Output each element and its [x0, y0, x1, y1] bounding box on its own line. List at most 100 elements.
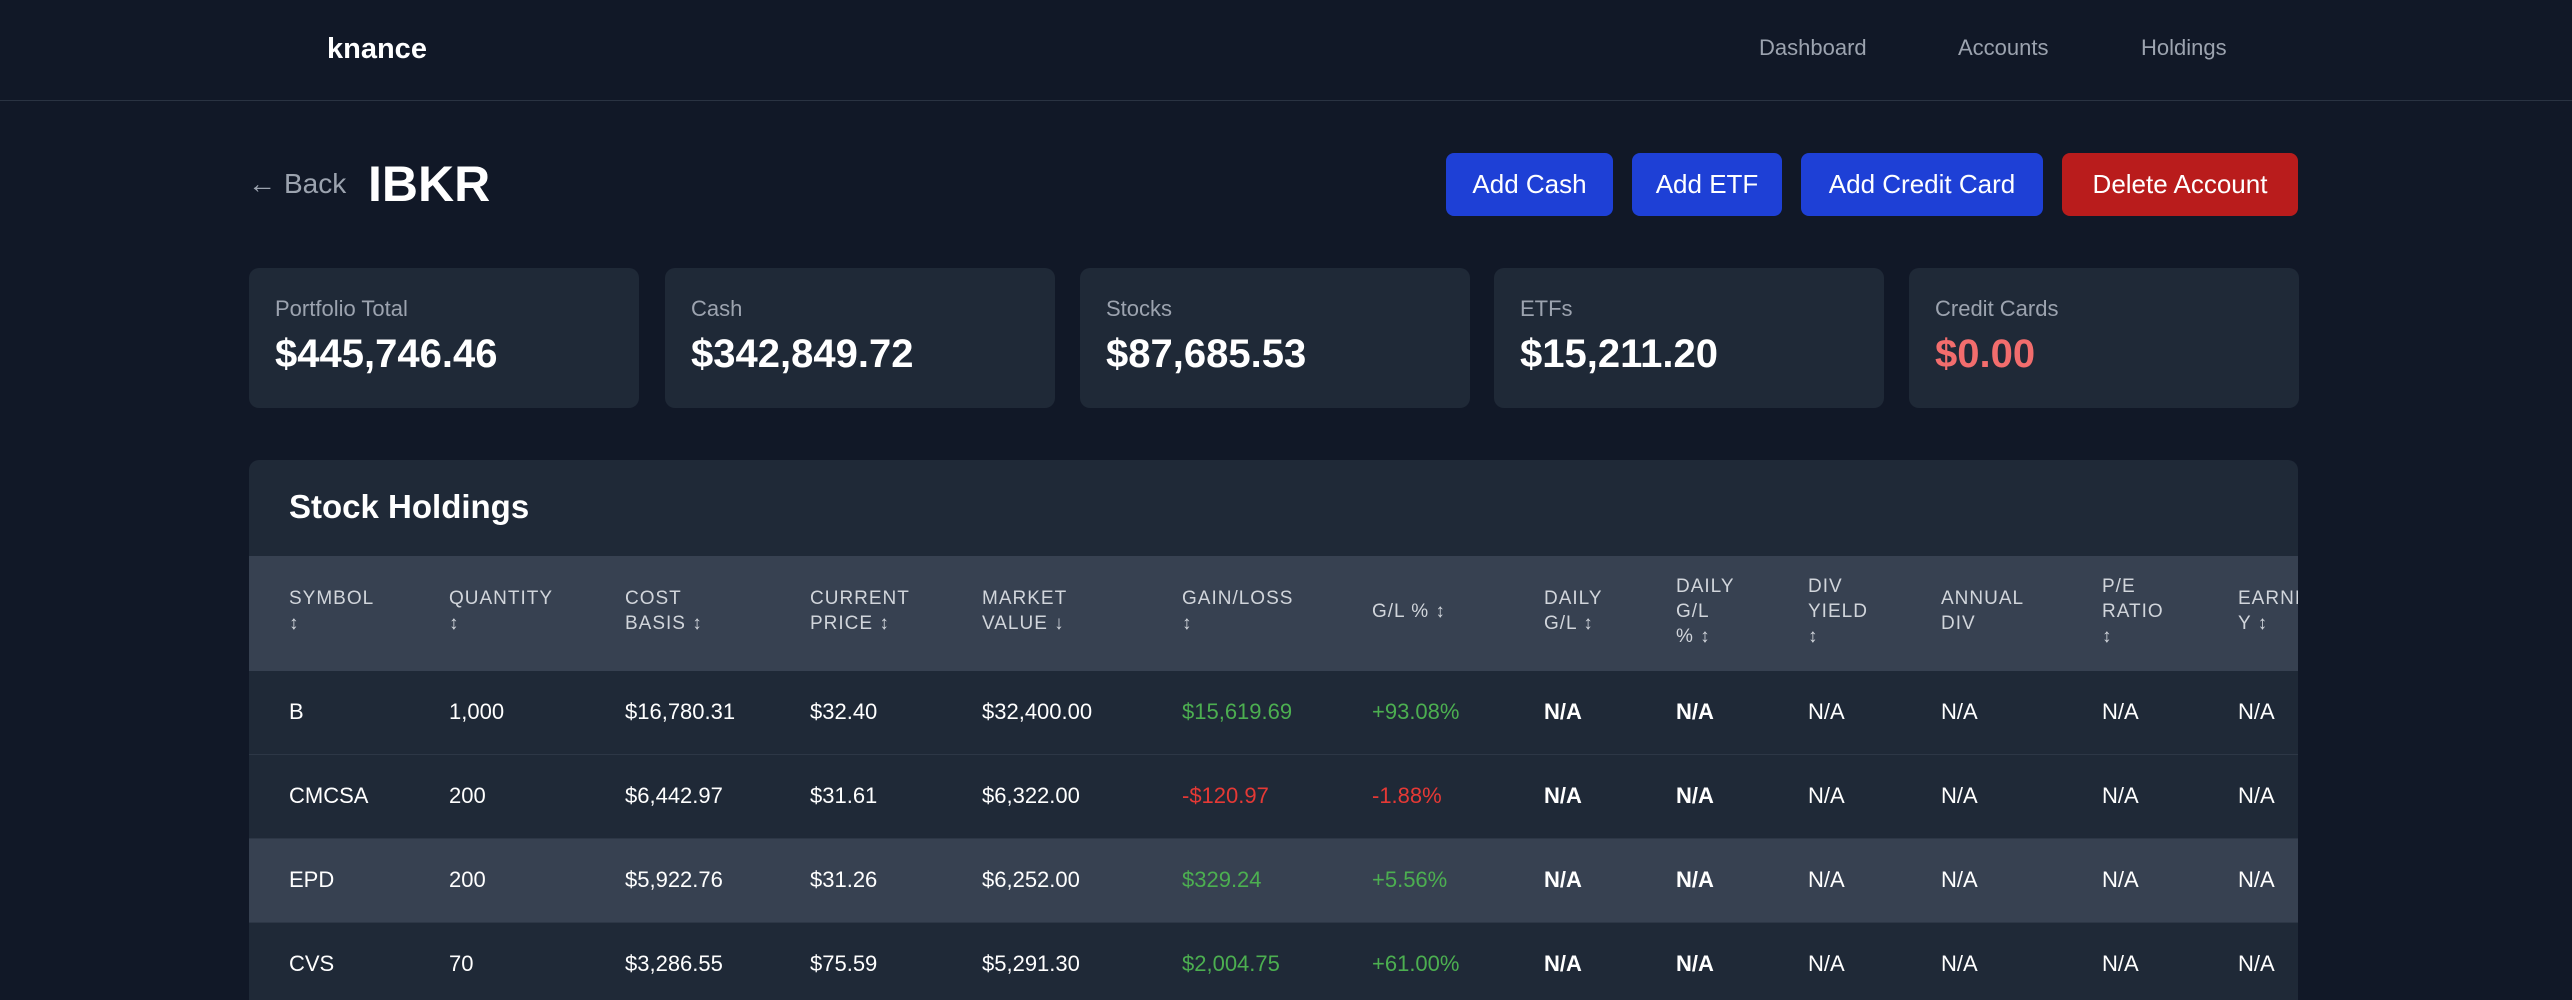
cell-market-value: $32,400.00	[982, 699, 1093, 724]
column-header-annual-div[interactable]: ANNUAL DIV	[1941, 588, 2025, 634]
table-row[interactable]: CVS 70 $3,286.55 $75.59 $5,291.30 $2,004…	[249, 923, 2298, 1000]
cell-symbol: EPD	[289, 867, 335, 892]
nav-link-accounts[interactable]: Accounts	[1958, 35, 2049, 60]
page-title: IBKR	[368, 156, 491, 212]
cell-pe-ratio: N/A	[2102, 951, 2139, 976]
cell-daily-gl-pct: N/A	[1676, 867, 1714, 892]
column-header-symbol[interactable]: SYMBOL ↕	[289, 588, 375, 634]
back-arrow-icon: ←	[248, 168, 276, 199]
cell-current-price: $75.59	[810, 951, 878, 976]
cell-current-price: $31.61	[810, 783, 878, 808]
column-header-quantity[interactable]: QUANTITY ↕	[449, 588, 554, 634]
card-label: Stocks	[1106, 296, 1173, 321]
cell-daily-gl: N/A	[1544, 867, 1582, 892]
cell-market-value: $6,322.00	[982, 783, 1080, 808]
column-header-earnings[interactable]: EARNI Y ↕	[2238, 588, 2298, 634]
cell-daily-gl: N/A	[1544, 951, 1582, 976]
cell-market-value: $6,252.00	[982, 867, 1080, 892]
column-header-cost-basis[interactable]: COST BASIS ↕	[625, 588, 703, 634]
column-header-gl-pct[interactable]: G/L % ↕	[1372, 601, 1446, 622]
cell-symbol: B	[289, 699, 304, 724]
cell-earnings: N/A	[2238, 783, 2275, 808]
cell-gl-pct: -1.88%	[1372, 783, 1442, 808]
back-label: Back	[284, 168, 347, 199]
cell-earnings: N/A	[2238, 867, 2275, 892]
cell-quantity: 200	[449, 783, 486, 808]
card-label: Portfolio Total	[275, 296, 408, 321]
cell-gain-loss: $15,619.69	[1182, 699, 1293, 724]
column-header-gain-loss[interactable]: GAIN/LOSS ↕	[1182, 588, 1294, 634]
cell-annual-div: N/A	[1941, 783, 1978, 808]
card-value: $87,685.53	[1106, 332, 1307, 376]
back-link[interactable]: ← Back	[248, 168, 346, 200]
card-value: $342,849.72	[691, 332, 914, 376]
cell-pe-ratio: N/A	[2102, 699, 2139, 724]
cell-div-yield: N/A	[1808, 867, 1845, 892]
cell-market-value: $5,291.30	[982, 951, 1080, 976]
cell-gl-pct: +93.08%	[1372, 699, 1460, 724]
cell-gain-loss: $329.24	[1182, 867, 1262, 892]
nav-link-dashboard[interactable]: Dashboard	[1759, 35, 1867, 60]
stock-holdings-panel: Stock Holdings SYMBOL ↕ QUANTITY ↕ COST …	[249, 460, 2298, 1000]
cell-gl-pct: +5.56%	[1372, 867, 1448, 892]
cell-cost-basis: $6,442.97	[625, 783, 723, 808]
cell-cost-basis: $5,922.76	[625, 867, 723, 892]
card-label: ETFs	[1520, 296, 1573, 321]
summary-card-credit-cards: Credit Cards $0.00	[1909, 268, 2299, 408]
cell-annual-div: N/A	[1941, 951, 1978, 976]
cell-daily-gl-pct: N/A	[1676, 699, 1714, 724]
nav-link-holdings[interactable]: Holdings	[2141, 35, 2227, 60]
cell-quantity: 70	[449, 951, 474, 976]
cell-quantity: 200	[449, 867, 486, 892]
delete-account-button[interactable]: Delete Account	[2062, 153, 2298, 216]
column-header-daily-gl-pct[interactable]: DAILY G/L % ↕	[1676, 576, 1735, 647]
column-header-daily-gl[interactable]: DAILY G/L ↕	[1544, 588, 1603, 634]
page-header: ← Back IBKR Add Cash Add ETF Add Credit C…	[0, 150, 2572, 220]
cell-earnings: N/A	[2238, 951, 2275, 976]
top-navbar: knance Dashboard Accounts Holdings	[0, 0, 2572, 101]
column-header-pe-ratio[interactable]: P/E RATIO ↕	[2102, 576, 2164, 647]
brand-logo[interactable]: knance	[327, 33, 427, 65]
cell-current-price: $32.40	[810, 699, 878, 724]
summary-card-etfs: ETFs $15,211.20	[1494, 268, 1884, 408]
summary-card-portfolio-total: Portfolio Total $445,746.46	[249, 268, 639, 408]
cell-daily-gl-pct: N/A	[1676, 783, 1714, 808]
card-label: Credit Cards	[1935, 296, 2059, 321]
cell-cost-basis: $16,780.31	[625, 699, 736, 724]
card-value: $0.00	[1935, 332, 2036, 376]
table-row[interactable]: B 1,000 $16,780.31 $32.40 $32,400.00 $15…	[249, 671, 2298, 755]
card-value: $445,746.46	[275, 332, 498, 376]
cell-daily-gl: N/A	[1544, 783, 1582, 808]
cell-symbol: CMCSA	[289, 783, 369, 808]
cell-pe-ratio: N/A	[2102, 783, 2139, 808]
cell-div-yield: N/A	[1808, 699, 1845, 724]
card-label: Cash	[691, 296, 743, 321]
summary-card-stocks: Stocks $87,685.53	[1080, 268, 1470, 408]
table-row[interactable]: CMCSA 200 $6,442.97 $31.61 $6,322.00 -$1…	[249, 755, 2298, 839]
cell-earnings: N/A	[2238, 699, 2275, 724]
cell-annual-div: N/A	[1941, 867, 1978, 892]
cell-div-yield: N/A	[1808, 783, 1845, 808]
column-header-div-yield[interactable]: DIV YIELD ↕	[1808, 576, 1868, 647]
cell-symbol: CVS	[289, 951, 335, 976]
cell-current-price: $31.26	[810, 867, 878, 892]
add-cash-button[interactable]: Add Cash	[1446, 153, 1613, 216]
cell-div-yield: N/A	[1808, 951, 1845, 976]
cell-pe-ratio: N/A	[2102, 867, 2139, 892]
add-credit-card-button[interactable]: Add Credit Card	[1801, 153, 2043, 216]
cell-cost-basis: $3,286.55	[625, 951, 723, 976]
column-header-current-price[interactable]: CURRENT PRICE ↕	[810, 588, 910, 634]
column-header-market-value[interactable]: MARKET VALUE ↓	[982, 588, 1068, 634]
summary-card-cash: Cash $342,849.72	[665, 268, 1055, 408]
section-title: Stock Holdings	[289, 488, 530, 525]
table-row[interactable]: EPD 200 $5,922.76 $31.26 $6,252.00 $329.…	[249, 839, 2298, 923]
cell-quantity: 1,000	[449, 699, 505, 724]
cell-daily-gl: N/A	[1544, 699, 1582, 724]
cell-annual-div: N/A	[1941, 699, 1978, 724]
cell-gain-loss: $2,004.75	[1182, 951, 1280, 976]
card-value: $15,211.20	[1520, 332, 1718, 376]
cell-gain-loss: -$120.97	[1182, 783, 1269, 808]
cell-gl-pct: +61.00%	[1372, 951, 1460, 976]
table-header: SYMBOL ↕ QUANTITY ↕ COST BASIS ↕ CURRENT…	[249, 556, 2298, 671]
add-etf-button[interactable]: Add ETF	[1632, 153, 1782, 216]
